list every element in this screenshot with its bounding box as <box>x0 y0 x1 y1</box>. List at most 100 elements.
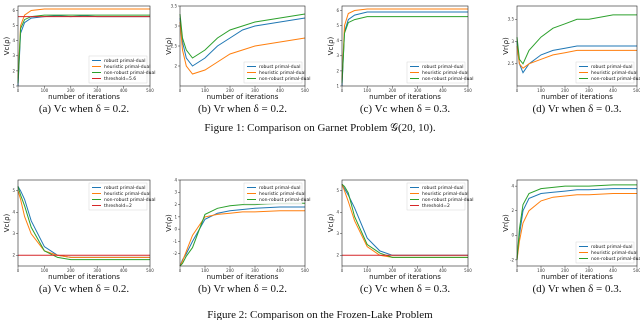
series-line <box>516 184 637 260</box>
series-line <box>17 186 150 261</box>
subfigure-caption: (c) Vc when δ = 0.3. <box>360 283 451 295</box>
y-tick-label: 5 <box>336 23 339 28</box>
x-tick-label: 400 <box>276 268 284 273</box>
x-tick-label: 500 <box>146 268 154 273</box>
y-axis-label: Vr(ρ) <box>165 37 173 55</box>
plot-frame <box>516 5 638 87</box>
y-axis-label: Vc(ρ) <box>3 213 11 232</box>
legend-label: robust primal-dual <box>422 64 463 70</box>
legend-label: non-robust primal-dual <box>104 197 156 203</box>
y-axis-label: Vr(ρ) <box>502 37 510 55</box>
plot-frame <box>341 179 469 267</box>
plot-frame <box>516 179 638 267</box>
x-tick-label: 400 <box>609 88 617 93</box>
x-tick-label: 0 <box>179 268 182 273</box>
series-line <box>179 210 305 267</box>
x-tick-label: 200 <box>226 88 234 93</box>
y-tick-label: 4 <box>174 177 177 182</box>
x-axis-label: number of iterations <box>48 93 120 101</box>
x-tick-label: 500 <box>301 268 309 273</box>
legend-label: non-robust primal-dual <box>104 70 156 76</box>
x-tick-label: 500 <box>633 268 640 273</box>
x-tick-label: 300 <box>585 268 593 273</box>
y-axis-label: Vr(ρ) <box>502 214 510 232</box>
series-line <box>179 13 306 59</box>
series-line <box>179 17 306 67</box>
x-tick-label: 200 <box>67 88 75 93</box>
legend-label: robust primal-dual <box>259 185 300 191</box>
x-tick-label: 200 <box>389 268 397 273</box>
series-line <box>516 193 637 260</box>
legend-label: non-robust primal-dual <box>591 256 640 262</box>
y-tick-label: 2 <box>336 68 339 73</box>
y-axis-label: Vc(ρ) <box>3 36 11 55</box>
x-tick-label: 300 <box>93 268 101 273</box>
plot-frame <box>179 179 306 267</box>
x-tick-label: 100 <box>201 268 209 273</box>
y-tick-label: 0 <box>511 233 514 238</box>
series-line <box>341 8 468 81</box>
x-tick-label: 300 <box>414 268 422 273</box>
series-line <box>179 21 306 75</box>
legend-label: heuristic primal-dual <box>591 250 638 256</box>
legend-label: heuristic primal-dual <box>422 70 469 76</box>
series-line <box>341 16 468 84</box>
x-tick-label: 100 <box>363 268 371 273</box>
legend-label: robust primal-dual <box>104 58 145 64</box>
y-tick-label: 3 <box>336 231 339 236</box>
x-tick-label: 400 <box>439 88 447 93</box>
y-tick-label: 3 <box>336 53 339 58</box>
legend-label: non-robust primal-dual <box>591 76 640 82</box>
legend-label: robust primal-dual <box>422 185 463 191</box>
y-tick-label: 4 <box>12 210 15 215</box>
legend-label: robust primal-dual <box>259 64 300 70</box>
legend-box <box>575 61 635 84</box>
y-tick-label: 2 <box>12 68 15 73</box>
legend-label: robust primal-dual <box>591 64 632 70</box>
series-line <box>179 206 305 267</box>
x-tick-label: 300 <box>93 88 101 93</box>
plot-frame <box>341 5 469 87</box>
y-tick-label: -2 <box>173 251 177 256</box>
y-tick-label: 3 <box>12 53 15 58</box>
legend-box <box>575 241 635 264</box>
x-tick-label: 400 <box>439 268 447 273</box>
legend-box <box>243 182 303 205</box>
y-axis-label: Vc(ρ) <box>327 36 335 55</box>
x-tick-label: 0 <box>179 88 182 93</box>
y-tick-label: 2 <box>336 253 339 258</box>
plot-frame <box>17 179 151 267</box>
x-tick-label: 0 <box>516 88 519 93</box>
x-tick-label: 200 <box>389 88 397 93</box>
y-tick-label: -2 <box>510 257 514 262</box>
x-tick-label: 100 <box>41 88 49 93</box>
x-tick-label: 300 <box>585 88 593 93</box>
legend-label: non-robust primal-dual <box>259 76 311 82</box>
legend-label: heuristic primal-dual <box>104 191 151 197</box>
y-tick-label: 1 <box>174 214 177 219</box>
legend-label: non-robust primal-dual <box>259 197 311 203</box>
x-tick-label: 200 <box>561 268 569 273</box>
y-tick-label: 4 <box>12 38 15 43</box>
y-tick-label: 3 <box>511 39 514 44</box>
series-line <box>179 202 305 267</box>
x-tick-label: 400 <box>276 88 284 93</box>
legend-label: heuristic primal-dual <box>422 191 469 197</box>
y-tick-label: 2 <box>12 253 15 258</box>
x-axis-label: number of iterations <box>541 93 613 101</box>
y-tick-label: 3 <box>174 23 177 28</box>
series-line <box>17 8 150 79</box>
x-tick-label: 500 <box>301 88 309 93</box>
legend-box <box>243 61 303 84</box>
y-tick-label: 1 <box>12 83 15 88</box>
series-line <box>516 45 637 69</box>
y-tick-label: 4 <box>511 184 514 189</box>
x-tick-label: 500 <box>464 268 472 273</box>
x-tick-label: 0 <box>17 268 20 273</box>
plot-frame <box>179 5 306 87</box>
x-tick-label: 0 <box>341 88 344 93</box>
x-tick-label: 200 <box>67 268 75 273</box>
y-tick-label: 6 <box>336 8 339 13</box>
series-line <box>341 183 468 258</box>
